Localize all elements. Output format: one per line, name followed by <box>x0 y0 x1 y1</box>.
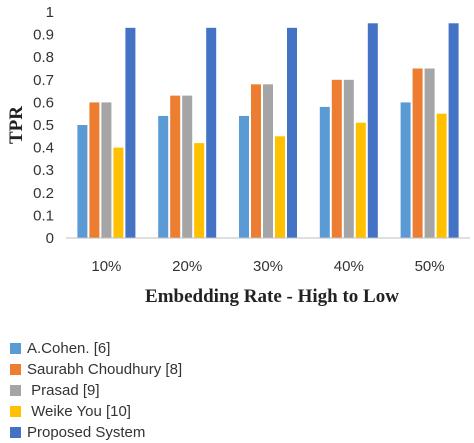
y-tick-label: 0.1 <box>33 207 54 224</box>
x-tick-label: 50% <box>415 258 445 275</box>
legend-swatch <box>10 405 21 417</box>
y-tick-label: 1 <box>46 4 54 21</box>
bar <box>263 84 273 238</box>
bars <box>77 23 459 239</box>
legend-label: Saurabh Choudhury [8] <box>27 360 183 378</box>
bar <box>331 79 342 238</box>
y-tick-labels: 0 0.1 0.2 0.3 0.4 0.5 0.6 0.7 0.8 0.9 1 <box>33 4 54 247</box>
y-axis-label: TPR <box>6 106 27 144</box>
y-tick-label: 0.7 <box>33 72 54 89</box>
bar <box>275 136 285 238</box>
bar <box>113 147 124 238</box>
x-tick-label: 40% <box>334 258 364 275</box>
legend-label: Prasad [9] <box>27 381 100 399</box>
bar <box>77 125 88 238</box>
legend-item: Weike You [10] <box>10 401 310 421</box>
y-tick-label: 0.3 <box>33 162 54 179</box>
bar <box>400 102 411 239</box>
bar <box>436 113 447 238</box>
x-tick-label: 30% <box>253 258 283 275</box>
y-tick-label: 0.4 <box>33 140 54 157</box>
legend-swatch <box>10 342 21 354</box>
bar <box>158 115 169 238</box>
y-tick-label: 0.6 <box>33 94 54 111</box>
legend-swatch <box>10 384 21 396</box>
legend-item: Saurabh Choudhury [8] <box>10 359 310 379</box>
legend-label: Proposed System <box>27 423 146 441</box>
bar <box>239 115 249 238</box>
x-tick-labels: 10% 20% 30% 40% 50% <box>91 258 444 275</box>
y-tick-label: 0.8 <box>33 49 54 66</box>
legend-item: Prasad [9] <box>10 380 310 400</box>
bar <box>125 27 136 238</box>
y-tick-label: 0 <box>46 230 54 247</box>
bar <box>251 84 261 238</box>
bar <box>194 143 205 238</box>
bar <box>89 102 100 239</box>
legend-label: Weike You [10] <box>27 402 131 420</box>
bar <box>182 95 193 239</box>
legend-swatch <box>10 426 21 438</box>
bar <box>101 102 112 239</box>
bar-chart: 0 0.1 0.2 0.3 0.4 0.5 0.6 0.7 0.8 0.9 1 10% 20% 30% 4… <box>6 4 470 307</box>
bar <box>424 68 435 238</box>
y-tick-label: 0.5 <box>33 117 54 134</box>
bar <box>343 79 354 238</box>
x-axis-label: Embedding Rate - High to Low <box>145 286 399 307</box>
bar <box>287 27 297 238</box>
legend-item: A.Cohen. [6] <box>10 338 310 358</box>
y-tick-label: 0.2 <box>33 185 54 202</box>
x-tick-label: 10% <box>91 258 121 275</box>
legend: A.Cohen. [6] Saurabh Choudhury [8] Prasad… <box>10 338 310 443</box>
bar <box>319 106 330 238</box>
x-tick-label: 20% <box>172 258 202 275</box>
bar <box>206 27 217 238</box>
legend-item: Proposed System <box>10 422 310 442</box>
bar <box>448 23 459 238</box>
bar <box>355 122 366 238</box>
bar <box>367 23 378 238</box>
legend-label: A.Cohen. [6] <box>27 339 111 357</box>
bar <box>412 68 423 238</box>
y-tick-label: 0.9 <box>33 27 54 44</box>
legend-swatch <box>10 363 21 375</box>
bar <box>170 95 181 239</box>
